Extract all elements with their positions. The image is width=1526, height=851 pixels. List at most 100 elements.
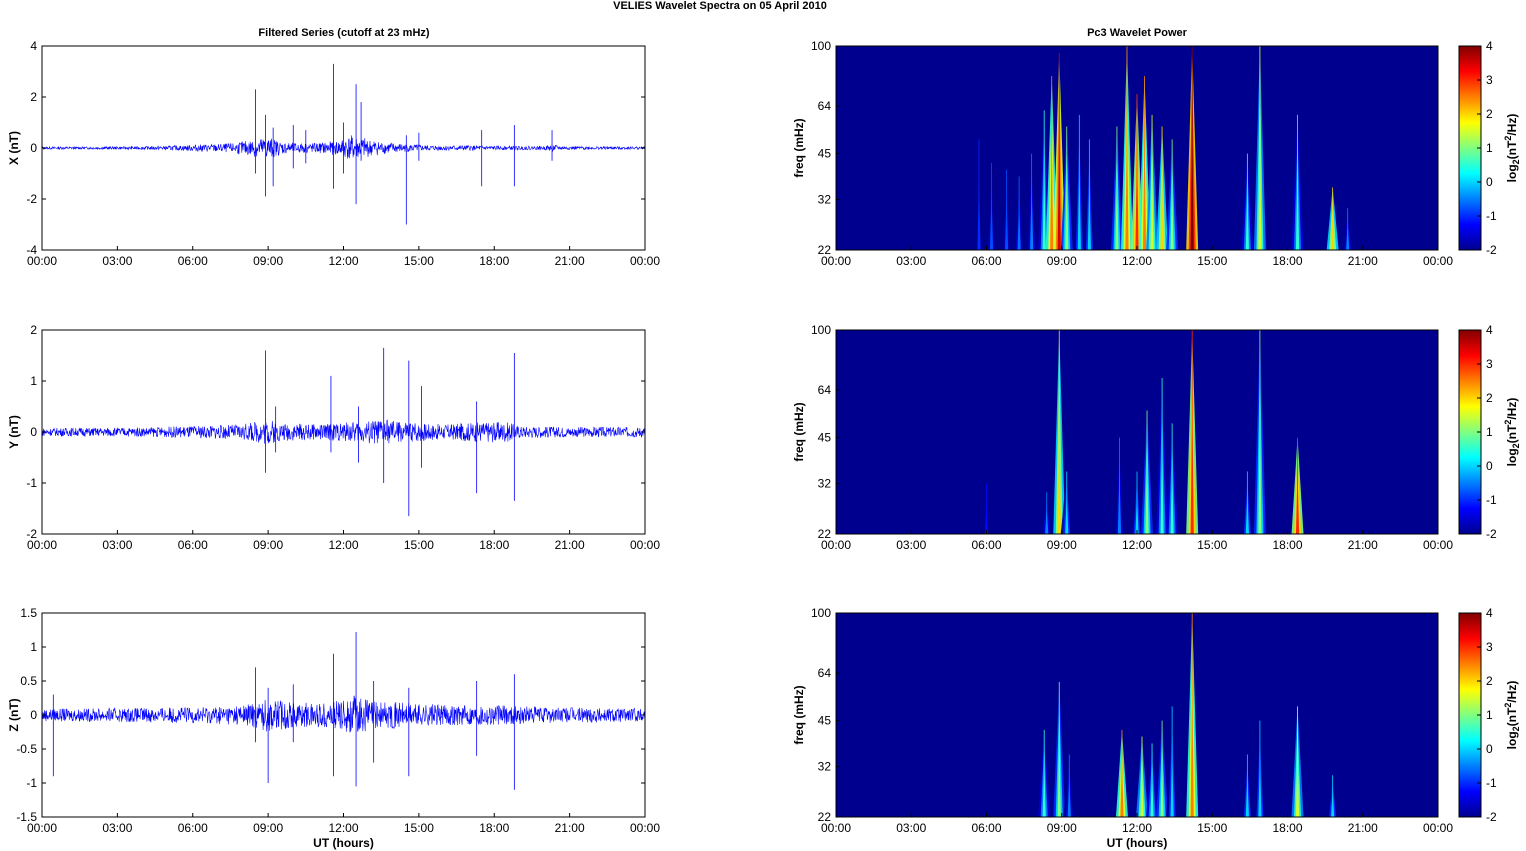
- colorbar-tick-label: -1: [1486, 776, 1497, 790]
- ytick-label: 100: [811, 323, 831, 337]
- ylabel: freq (mHz): [792, 685, 806, 744]
- power-xtick-label: 21:00: [1348, 254, 1378, 268]
- ytick-label: 45: [818, 431, 832, 445]
- power-xtick-label: 18:00: [1272, 538, 1302, 552]
- series-xtick-label: 21:00: [555, 538, 585, 552]
- ytick-label: 22: [818, 243, 832, 257]
- ytick-label: 1: [30, 640, 37, 654]
- right-column-title: Pc3 Wavelet Power: [1087, 27, 1188, 39]
- series-xtick-label: 21:00: [555, 254, 585, 268]
- series-trace: [41, 695, 646, 733]
- power-xtick-label: 15:00: [1197, 538, 1227, 552]
- colorbar-tick-label: -2: [1486, 810, 1497, 824]
- colorbar-tick-label: 2: [1486, 674, 1493, 688]
- ytick-label: -0.5: [16, 742, 37, 756]
- ytick-label: 1: [30, 374, 37, 388]
- series-xtick-label: 00:00: [630, 821, 660, 835]
- colorbar-label: log2(nT2/Hz): [1503, 114, 1521, 183]
- ylabel: Z (nT): [7, 698, 21, 731]
- ytick-label: -4: [26, 243, 37, 257]
- series-xtick-label: 18:00: [479, 821, 509, 835]
- series-xtick-label: 00:00: [630, 254, 660, 268]
- ytick-label: 45: [818, 714, 832, 728]
- power-bursts: [972, 46, 1354, 250]
- power-xtick-label: 18:00: [1272, 821, 1302, 835]
- ytick-label: 4: [30, 39, 37, 53]
- ylabel: freq (mHz): [792, 118, 806, 177]
- power-xtick-label: 09:00: [1047, 254, 1077, 268]
- ytick-label: 45: [818, 147, 832, 161]
- power-xtick-label: 06:00: [971, 254, 1001, 268]
- ytick-label: -2: [26, 192, 37, 206]
- ytick-label: -1: [26, 776, 37, 790]
- ytick-label: 32: [818, 193, 832, 207]
- colorbar-tick-label: -2: [1486, 243, 1497, 257]
- series-xtick-label: 09:00: [253, 254, 283, 268]
- series-xlabel: UT (hours): [313, 836, 374, 850]
- series-xtick-label: 15:00: [404, 254, 434, 268]
- power-xtick-label: 00:00: [821, 254, 851, 268]
- colorbar-tick-label: 0: [1486, 175, 1493, 189]
- series-xtick-label: 15:00: [404, 538, 434, 552]
- power-xtick-label: 21:00: [1348, 821, 1378, 835]
- ytick-label: 64: [818, 99, 832, 113]
- series-xtick-label: 06:00: [178, 821, 208, 835]
- series-xtick-label: 03:00: [102, 538, 132, 552]
- colorbar-tick-label: 4: [1486, 606, 1493, 620]
- ytick-label: 100: [811, 606, 831, 620]
- series-xtick-label: 03:00: [102, 254, 132, 268]
- series-xtick-label: 03:00: [102, 821, 132, 835]
- ytick-label: 32: [818, 477, 832, 491]
- series-trace: [41, 419, 646, 444]
- ytick-label: 0: [30, 708, 37, 722]
- power-xtick-label: 03:00: [896, 538, 926, 552]
- series-xtick-label: 06:00: [178, 538, 208, 552]
- ytick-label: -1: [26, 476, 37, 490]
- colorbar-tick-label: 2: [1486, 391, 1493, 405]
- power-xtick-label: 00:00: [821, 821, 851, 835]
- power-background: [836, 613, 1438, 817]
- colorbar-tick-label: -1: [1486, 209, 1497, 223]
- series-xtick-label: 00:00: [27, 821, 57, 835]
- ytick-label: 100: [811, 39, 831, 53]
- series-xtick-label: 12:00: [328, 821, 358, 835]
- series-xtick-label: 00:00: [27, 254, 57, 268]
- colorbar-label: log2(nT2/Hz): [1503, 398, 1521, 467]
- series-xtick-label: 12:00: [328, 254, 358, 268]
- ytick-label: -1.5: [16, 810, 37, 824]
- ytick-label: 0: [30, 141, 37, 155]
- power-xtick-label: 15:00: [1197, 821, 1227, 835]
- power-xtick-label: 12:00: [1122, 254, 1152, 268]
- power-xtick-label: 09:00: [1047, 821, 1077, 835]
- colorbar-tick-label: 0: [1486, 742, 1493, 756]
- power-bursts: [980, 330, 1304, 534]
- colorbar-tick-label: 1: [1486, 425, 1493, 439]
- colorbar-tick-label: 3: [1486, 640, 1493, 654]
- ytick-label: 1.5: [20, 606, 37, 620]
- figure-suptitle: VELIES Wavelet Spectra on 05 April 2010: [613, 0, 827, 12]
- power-xtick-label: 03:00: [896, 821, 926, 835]
- colorbar-tick-label: 0: [1486, 459, 1493, 473]
- power-xtick-label: 09:00: [1047, 538, 1077, 552]
- left-column-title: Filtered Series (cutoff at 23 mHz): [258, 27, 429, 39]
- power-xtick-label: 00:00: [1423, 254, 1453, 268]
- series-xtick-label: 18:00: [479, 538, 509, 552]
- power-xtick-label: 00:00: [1423, 821, 1453, 835]
- colorbar-tick-label: -1: [1486, 493, 1497, 507]
- colorbar-tick-label: 3: [1486, 73, 1493, 87]
- ytick-label: 32: [818, 760, 832, 774]
- series-xtick-label: 06:00: [178, 254, 208, 268]
- series-xtick-label: 09:00: [253, 538, 283, 552]
- colorbar-tick-label: 4: [1486, 323, 1493, 337]
- ytick-label: 64: [818, 666, 832, 680]
- colorbar-tick-label: 2: [1486, 107, 1493, 121]
- series-xtick-label: 21:00: [555, 821, 585, 835]
- ytick-label: 2: [30, 323, 37, 337]
- ytick-label: 0.5: [20, 674, 37, 688]
- series-xtick-label: 15:00: [404, 821, 434, 835]
- power-xtick-label: 03:00: [896, 254, 926, 268]
